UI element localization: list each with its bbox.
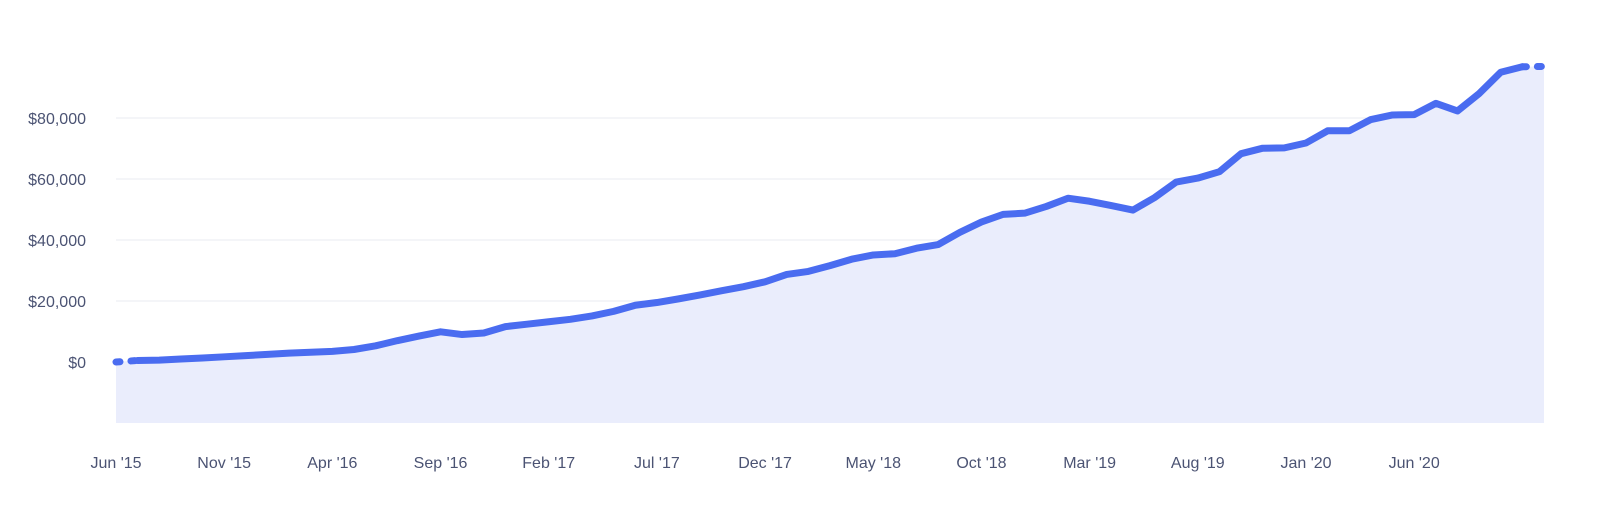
y-tick-label: $60,000 bbox=[28, 172, 86, 189]
x-tick-label: Oct '18 bbox=[956, 455, 1006, 472]
x-tick-label: May '18 bbox=[846, 455, 902, 472]
x-tick-label: Jul '17 bbox=[634, 455, 680, 472]
series-line-start-dotted bbox=[112, 356, 142, 366]
x-tick-label: Mar '19 bbox=[1063, 455, 1116, 472]
x-tick-label: Sep '16 bbox=[414, 455, 468, 472]
x-tick-label: Apr '16 bbox=[307, 455, 357, 472]
x-tick-label: Jun '20 bbox=[1389, 455, 1440, 472]
y-axis: $0 $20,000 $40,000 $60,000 $80,000 bbox=[28, 111, 86, 372]
x-tick-label: Aug '19 bbox=[1171, 455, 1225, 472]
x-tick-label: Jan '20 bbox=[1280, 455, 1331, 472]
y-tick-label: $0 bbox=[68, 355, 86, 372]
y-tick-label: $80,000 bbox=[28, 111, 86, 128]
series-line bbox=[134, 63, 1526, 364]
x-tick-label: Nov '15 bbox=[197, 455, 251, 472]
x-axis: Jun '15 Nov '15 Apr '16 Sep '16 Feb '17 Jul '… bbox=[90, 455, 1439, 472]
x-tick-label: Jun '15 bbox=[90, 455, 141, 472]
y-tick-label: $20,000 bbox=[28, 294, 86, 311]
x-tick-label: Dec '17 bbox=[738, 455, 792, 472]
x-tick-label: Feb '17 bbox=[522, 455, 575, 472]
y-tick-label: $40,000 bbox=[28, 233, 86, 250]
area-fill bbox=[116, 66, 1544, 423]
